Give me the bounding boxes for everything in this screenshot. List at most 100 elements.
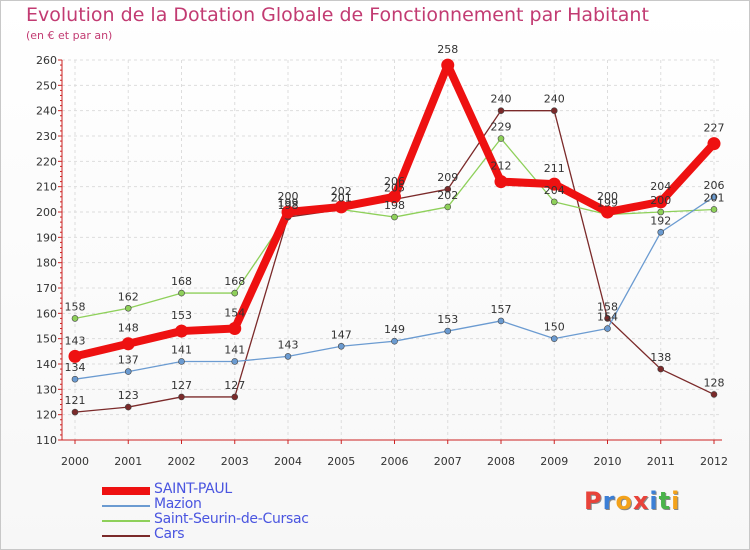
data-point[interactable] — [121, 337, 135, 351]
data-point[interactable] — [71, 375, 79, 383]
data-label: 158 — [65, 300, 86, 313]
data-point[interactable] — [497, 107, 505, 114]
data-point[interactable] — [124, 304, 132, 312]
data-point[interactable] — [444, 203, 452, 211]
data-point[interactable] — [547, 177, 561, 191]
logo-letter: P — [584, 487, 603, 515]
logo-letter: i — [649, 487, 659, 515]
y-tick-label: 210 — [36, 181, 57, 194]
data-label: 200 — [597, 190, 618, 203]
data-point[interactable] — [124, 403, 132, 411]
data-label: 134 — [65, 361, 86, 374]
data-label: 240 — [544, 93, 565, 106]
data-point[interactable] — [657, 365, 665, 373]
data-point[interactable] — [710, 206, 718, 213]
data-label: 141 — [171, 343, 192, 356]
x-tick-label: 2009 — [540, 455, 568, 468]
data-label: 128 — [704, 376, 725, 389]
data-point[interactable] — [231, 358, 239, 365]
legend-label: SAINT-PAUL — [154, 481, 232, 497]
data-point[interactable] — [657, 228, 665, 236]
data-label: 204 — [650, 180, 671, 193]
chart-title: Evolution de la Dotation Globale de Fonc… — [26, 4, 649, 26]
data-point[interactable] — [497, 317, 505, 325]
data-point[interactable] — [388, 190, 401, 204]
data-point[interactable] — [178, 358, 185, 365]
data-label: 201 — [331, 191, 352, 204]
data-label: 150 — [544, 321, 565, 334]
data-point[interactable] — [444, 185, 452, 193]
data-point[interactable] — [444, 327, 452, 335]
data-point[interactable] — [281, 205, 295, 219]
data-point[interactable] — [337, 342, 345, 350]
y-tick-label: 240 — [36, 105, 57, 118]
data-point[interactable] — [707, 137, 721, 151]
data-label: 206 — [704, 179, 725, 192]
data-label: 154 — [224, 307, 245, 320]
y-tick-label: 170 — [36, 282, 57, 295]
y-tick-label: 130 — [36, 383, 57, 396]
data-point[interactable] — [654, 195, 668, 209]
data-point[interactable] — [175, 324, 188, 338]
data-point[interactable] — [710, 193, 718, 201]
data-point[interactable] — [231, 289, 239, 297]
data-point[interactable] — [550, 335, 558, 342]
data-label: 168 — [224, 275, 245, 288]
data-point[interactable] — [601, 205, 614, 219]
y-tick-label: 260 — [36, 54, 57, 67]
data-point[interactable] — [657, 208, 665, 216]
data-label: 141 — [224, 343, 245, 356]
data-label: 201 — [704, 191, 725, 204]
data-label: 162 — [118, 290, 139, 303]
data-label: 198 — [384, 199, 405, 212]
data-label: 258 — [437, 43, 458, 56]
x-tick-label: 2006 — [381, 455, 409, 468]
data-point[interactable] — [604, 325, 611, 332]
y-tick-label: 160 — [36, 307, 57, 320]
legend-label: Saint-Seurin-de-Cursac — [154, 511, 309, 527]
logo-letter: r — [602, 487, 616, 515]
data-label: 143 — [278, 338, 299, 351]
legend-label: Mazion — [154, 496, 202, 512]
data-point[interactable] — [124, 368, 132, 375]
data-point[interactable] — [391, 337, 398, 345]
data-label: 199 — [278, 197, 299, 210]
data-label: 137 — [118, 354, 139, 367]
data-point[interactable] — [391, 213, 398, 221]
data-point[interactable] — [178, 393, 185, 401]
y-tick-label: 220 — [36, 155, 57, 168]
data-label: 143 — [65, 334, 86, 347]
data-point[interactable] — [228, 322, 242, 336]
data-label: 200 — [278, 190, 299, 203]
x-tick-label: 2001 — [114, 455, 142, 468]
data-point[interactable] — [284, 353, 292, 360]
y-tick-label: 140 — [36, 358, 57, 371]
data-point[interactable] — [178, 289, 185, 297]
data-label: 202 — [331, 185, 352, 198]
x-tick-label: 2007 — [434, 455, 462, 468]
data-point[interactable] — [71, 315, 79, 322]
data-point[interactable] — [231, 393, 239, 401]
data-label: 199 — [597, 197, 618, 210]
data-label: 154 — [597, 311, 618, 324]
data-label: 229 — [491, 121, 512, 134]
legend-swatch — [102, 487, 150, 495]
data-point[interactable] — [71, 408, 79, 416]
data-point[interactable] — [550, 107, 558, 114]
data-point[interactable] — [334, 200, 348, 214]
data-label: 192 — [650, 214, 671, 227]
data-point[interactable] — [710, 391, 718, 398]
data-point[interactable] — [550, 198, 558, 206]
data-label: 147 — [331, 328, 352, 341]
data-point[interactable] — [68, 349, 82, 363]
data-label: 206 — [384, 175, 405, 188]
data-label: 198 — [278, 199, 299, 212]
data-point[interactable] — [494, 175, 508, 189]
data-point[interactable] — [497, 135, 505, 142]
data-label: 204 — [544, 184, 565, 197]
data-label: 157 — [491, 303, 512, 316]
data-point[interactable] — [604, 315, 611, 322]
data-point[interactable] — [441, 58, 455, 72]
data-label: 148 — [118, 322, 139, 335]
